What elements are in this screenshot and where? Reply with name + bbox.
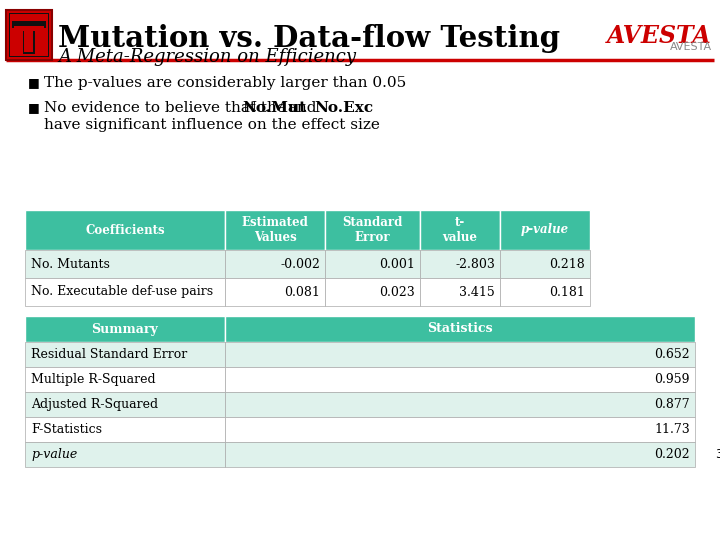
Bar (420, 278, 500, 306)
Text: 0.181: 0.181 (549, 286, 585, 299)
Bar (225, 367, 695, 392)
Text: Estimated
Values: Estimated Values (242, 216, 308, 244)
Bar (500, 210, 590, 250)
Text: AVESTA: AVESTA (670, 42, 712, 52)
Text: have significant influence on the effect size: have significant influence on the effect… (44, 118, 380, 132)
Text: -2.803: -2.803 (455, 258, 495, 271)
Bar (420, 210, 500, 250)
Text: 11.73: 11.73 (654, 423, 690, 436)
Bar (24, 31, 33, 52)
Bar (325, 250, 420, 278)
Text: 0.023: 0.023 (379, 286, 415, 299)
Bar (23, 28, 35, 54)
Text: Coefficients: Coefficients (85, 224, 165, 237)
Text: ■: ■ (28, 77, 40, 90)
Text: p-value: p-value (521, 224, 569, 237)
Bar (25, 392, 225, 417)
Text: Multiple R-Squared: Multiple R-Squared (31, 373, 156, 386)
Text: 0.202: 0.202 (654, 448, 690, 461)
Bar (500, 278, 590, 306)
Bar (25, 442, 225, 467)
Text: 0.959: 0.959 (654, 373, 690, 386)
Text: 0.877: 0.877 (654, 398, 690, 411)
Bar (25, 210, 225, 250)
Bar (25, 250, 225, 278)
Text: The p-values are considerably larger than 0.05: The p-values are considerably larger tha… (44, 76, 406, 90)
Bar (225, 392, 695, 417)
Bar (14, 26, 44, 31)
Text: 0.652: 0.652 (654, 348, 690, 361)
Bar (225, 250, 325, 278)
Text: No. Mutants: No. Mutants (31, 258, 110, 271)
Bar (10, 14, 48, 56)
Bar (25, 342, 225, 367)
Text: 0.218: 0.218 (549, 258, 585, 271)
Text: and: and (283, 101, 322, 115)
Text: Adjusted R-Squared: Adjusted R-Squared (31, 398, 158, 411)
Text: AVESTA: AVESTA (607, 24, 712, 48)
Bar (225, 442, 695, 467)
Bar (12, 21, 46, 28)
Text: 35: 35 (715, 448, 720, 461)
Text: F-Statistics: F-Statistics (31, 423, 102, 436)
Text: t-
value: t- value (443, 216, 477, 244)
Bar (9, 13, 49, 57)
Bar (225, 417, 695, 442)
Text: p-value: p-value (31, 448, 77, 461)
Text: ■: ■ (28, 102, 40, 114)
Text: No.Mut: No.Mut (243, 101, 307, 115)
Bar (420, 250, 500, 278)
Bar (6, 10, 52, 60)
Bar (225, 342, 695, 367)
Text: Mutation vs. Data-flow Testing: Mutation vs. Data-flow Testing (58, 24, 560, 53)
Text: No evidence to believe that the: No evidence to believe that the (44, 101, 291, 115)
Bar (25, 278, 225, 306)
Text: 0.001: 0.001 (379, 258, 415, 271)
Bar (25, 367, 225, 392)
Bar (325, 278, 420, 306)
Text: Residual Standard Error: Residual Standard Error (31, 348, 187, 361)
Text: Standard
Error: Standard Error (342, 216, 402, 244)
Text: Statistics: Statistics (427, 322, 492, 335)
Text: No. Executable def-use pairs: No. Executable def-use pairs (31, 286, 213, 299)
Bar (325, 210, 420, 250)
Bar (25, 417, 225, 442)
Bar (25, 316, 225, 342)
Bar (225, 210, 325, 250)
Text: 0.081: 0.081 (284, 286, 320, 299)
Text: 3.415: 3.415 (459, 286, 495, 299)
Text: Summary: Summary (91, 322, 158, 335)
Text: No.Exc: No.Exc (314, 101, 374, 115)
Bar (500, 250, 590, 278)
Text: -0.002: -0.002 (280, 258, 320, 271)
Bar (225, 278, 325, 306)
Bar (225, 316, 695, 342)
Text: A Meta-Regression on Efficiency: A Meta-Regression on Efficiency (58, 48, 356, 66)
